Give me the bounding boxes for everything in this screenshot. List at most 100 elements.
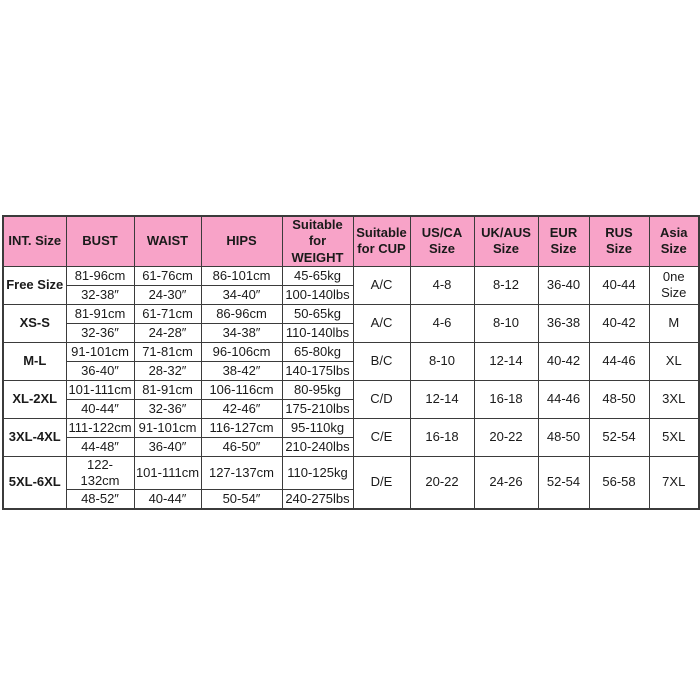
hips-in-cell: 34-38″ (200, 322, 283, 343)
hips-cm-cell: 96-106cm (200, 341, 283, 362)
table-row: 36-40″ 28-32″ 38-42″ 140-175lbs (3, 360, 699, 381)
bust-cm-cell: 81-91cm (65, 303, 135, 324)
asia-cell: 7XL (648, 455, 700, 510)
cup-cell: B/C (352, 341, 411, 381)
usca-cell: 4-6 (409, 303, 475, 343)
hips-cm-cell: 86-101cm (200, 265, 283, 286)
usca-cell: 20-22 (409, 455, 475, 510)
weight-lbs-cell: 140-175lbs (281, 360, 354, 381)
table-row: 3XL-4XL 111-122cm 91-101cm 116-127cm 95-… (2, 417, 700, 457)
cup-cell: A/C (352, 265, 411, 305)
weight-lbs-cell: 240-275lbs (281, 489, 354, 510)
table-row: Free Size 81-96cm 61-76cm 86-101cm 45-65… (2, 265, 700, 305)
bust-in-cell: 32-36″ (65, 322, 135, 343)
col-header-waist: WAIST (133, 215, 202, 267)
usca-cell: 4-8 (409, 265, 475, 305)
size-cell: 3XL-4XL (2, 417, 67, 457)
header-row: INT. Size BUST WAIST HIPS Suitable for W… (2, 215, 700, 267)
cup-cell: D/E (352, 455, 411, 510)
bust-cm-cell: 101-111cm (65, 379, 135, 400)
eur-cell: 48-50 (537, 417, 590, 457)
col-header-eur: EUR Size (537, 215, 590, 267)
col-header-rus: RUS Size (588, 215, 650, 267)
waist-in-cell: 40-44″ (133, 489, 202, 510)
table-row: 44-48″ 36-40″ 46-50″ 210-240lbs (3, 436, 699, 457)
weight-kg-cell: 80-95kg (281, 379, 354, 400)
ukaus-cell: 24-26 (473, 455, 539, 510)
bust-cm-cell: 91-101cm (65, 341, 135, 362)
weight-kg-cell: 45-65kg (281, 265, 354, 286)
rus-cell: 40-42 (588, 303, 650, 343)
table-row: 5XL-6XL 122-132cm 101-111cm 127-137cm 11… (2, 455, 700, 510)
weight-lbs-cell: 100-140lbs (281, 284, 354, 305)
asia-cell: 3XL (648, 379, 700, 419)
size-cell: M-L (2, 341, 67, 381)
bust-cm-cell: 81-96cm (65, 265, 135, 286)
weight-lbs-cell: 175-210lbs (281, 398, 354, 419)
hips-in-cell: 38-42″ (200, 360, 283, 381)
usca-cell: 16-18 (409, 417, 475, 457)
asia-cell: M (648, 303, 700, 343)
weight-kg-cell: 110-125kg (281, 455, 354, 491)
waist-in-cell: 36-40″ (133, 436, 202, 457)
hips-cm-cell: 106-116cm (200, 379, 283, 400)
table-row: 40-44″ 32-36″ 42-46″ 175-210lbs (3, 398, 699, 419)
bust-in-cell: 32-38″ (65, 284, 135, 305)
ukaus-cell: 8-10 (473, 303, 539, 343)
hips-in-cell: 34-40″ (200, 284, 283, 305)
cup-cell: C/D (352, 379, 411, 419)
waist-in-cell: 24-30″ (133, 284, 202, 305)
eur-cell: 36-40 (537, 265, 590, 305)
usca-cell: 8-10 (409, 341, 475, 381)
size-cell: XS-S (2, 303, 67, 343)
table-row: M-L 91-101cm 71-81cm 96-106cm 65-80kg B/… (2, 341, 700, 381)
eur-cell: 44-46 (537, 379, 590, 419)
col-header-int-size: INT. Size (2, 215, 67, 267)
waist-cm-cell: 101-111cm (133, 455, 202, 491)
cup-cell: A/C (352, 303, 411, 343)
bust-in-cell: 36-40″ (65, 360, 135, 381)
eur-cell: 40-42 (537, 341, 590, 381)
size-cell: XL-2XL (2, 379, 67, 419)
hips-in-cell: 46-50″ (200, 436, 283, 457)
bust-cm-cell: 122-132cm (65, 455, 135, 491)
col-header-cup: Suitable for CUP (352, 215, 411, 267)
col-header-ukaus: UK/AUS Size (473, 215, 539, 267)
ukaus-cell: 8-12 (473, 265, 539, 305)
rus-cell: 48-50 (588, 379, 650, 419)
cup-cell: C/E (352, 417, 411, 457)
col-header-hips: HIPS (200, 215, 283, 267)
waist-cm-cell: 81-91cm (133, 379, 202, 400)
bust-in-cell: 40-44″ (65, 398, 135, 419)
waist-cm-cell: 71-81cm (133, 341, 202, 362)
col-header-weight: Suitable for WEIGHT (281, 215, 354, 267)
col-header-bust: BUST (65, 215, 135, 267)
waist-cm-cell: 61-76cm (133, 265, 202, 286)
size-cell: 5XL-6XL (2, 455, 67, 510)
table-row: XS-S 81-91cm 61-71cm 86-96cm 50-65kg A/C… (2, 303, 700, 343)
ukaus-cell: 20-22 (473, 417, 539, 457)
waist-in-cell: 28-32″ (133, 360, 202, 381)
waist-cm-cell: 61-71cm (133, 303, 202, 324)
weight-lbs-cell: 210-240lbs (281, 436, 354, 457)
waist-in-cell: 32-36″ (133, 398, 202, 419)
bust-in-cell: 44-48″ (65, 436, 135, 457)
waist-in-cell: 24-28″ (133, 322, 202, 343)
rus-cell: 52-54 (588, 417, 650, 457)
weight-kg-cell: 65-80kg (281, 341, 354, 362)
col-header-asia: Asia Size (648, 215, 700, 267)
table-row: 48-52″ 40-44″ 50-54″ 240-275lbs (3, 489, 699, 510)
eur-cell: 36-38 (537, 303, 590, 343)
rus-cell: 44-46 (588, 341, 650, 381)
bust-in-cell: 48-52″ (65, 489, 135, 510)
rus-cell: 56-58 (588, 455, 650, 510)
bust-cm-cell: 111-122cm (65, 417, 135, 438)
ukaus-cell: 16-18 (473, 379, 539, 419)
asia-cell: XL (648, 341, 700, 381)
waist-cm-cell: 91-101cm (133, 417, 202, 438)
size-cell: Free Size (2, 265, 67, 305)
size-chart-table: INT. Size BUST WAIST HIPS Suitable for W… (2, 215, 700, 510)
hips-cm-cell: 116-127cm (200, 417, 283, 438)
usca-cell: 12-14 (409, 379, 475, 419)
